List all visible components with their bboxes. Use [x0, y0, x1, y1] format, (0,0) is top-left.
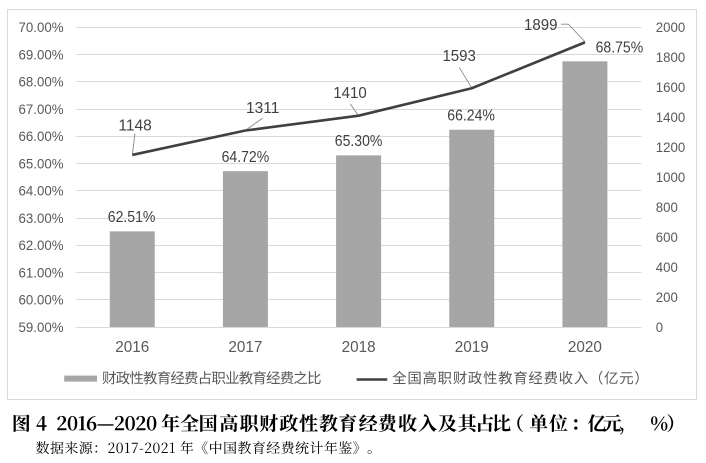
- svg-text:1899: 1899: [524, 17, 558, 34]
- svg-text:0: 0: [656, 319, 663, 335]
- svg-text:60.00%: 60.00%: [19, 292, 64, 308]
- svg-text:70.00%: 70.00%: [19, 19, 64, 35]
- svg-text:1000: 1000: [656, 169, 686, 185]
- svg-text:61.00%: 61.00%: [19, 264, 64, 280]
- svg-text:67.00%: 67.00%: [19, 101, 64, 117]
- svg-text:2020: 2020: [568, 339, 602, 356]
- svg-text:2016: 2016: [115, 339, 149, 356]
- svg-text:600: 600: [656, 229, 678, 245]
- svg-text:62.00%: 62.00%: [19, 237, 64, 253]
- svg-text:63.00%: 63.00%: [19, 210, 64, 226]
- svg-text:2017: 2017: [228, 339, 262, 356]
- svg-text:68.00%: 68.00%: [19, 74, 64, 90]
- svg-text:1800: 1800: [656, 49, 686, 65]
- svg-text:68.75%: 68.75%: [596, 39, 644, 56]
- svg-text:1593: 1593: [442, 48, 476, 65]
- svg-text:59.00%: 59.00%: [19, 319, 64, 335]
- svg-text:66.00%: 66.00%: [19, 128, 64, 144]
- svg-text:2000: 2000: [656, 19, 686, 35]
- svg-text:2018: 2018: [342, 339, 376, 356]
- svg-text:62.51%: 62.51%: [108, 209, 156, 226]
- svg-text:1311: 1311: [246, 100, 280, 117]
- svg-text:64.00%: 64.00%: [19, 183, 64, 199]
- svg-text:65.30%: 65.30%: [335, 133, 383, 150]
- svg-text:69.00%: 69.00%: [19, 46, 64, 62]
- svg-text:1200: 1200: [656, 139, 686, 155]
- svg-text:64.72%: 64.72%: [222, 149, 270, 166]
- svg-text:400: 400: [656, 259, 678, 275]
- svg-text:65.00%: 65.00%: [19, 155, 64, 171]
- svg-text:1148: 1148: [118, 118, 152, 135]
- svg-text:66.24%: 66.24%: [447, 108, 495, 125]
- svg-text:1600: 1600: [656, 79, 686, 95]
- svg-text:200: 200: [656, 289, 678, 305]
- svg-text:1400: 1400: [656, 109, 686, 125]
- svg-text:2019: 2019: [455, 339, 489, 356]
- svg-text:1410: 1410: [333, 85, 367, 102]
- svg-text:800: 800: [656, 199, 678, 215]
